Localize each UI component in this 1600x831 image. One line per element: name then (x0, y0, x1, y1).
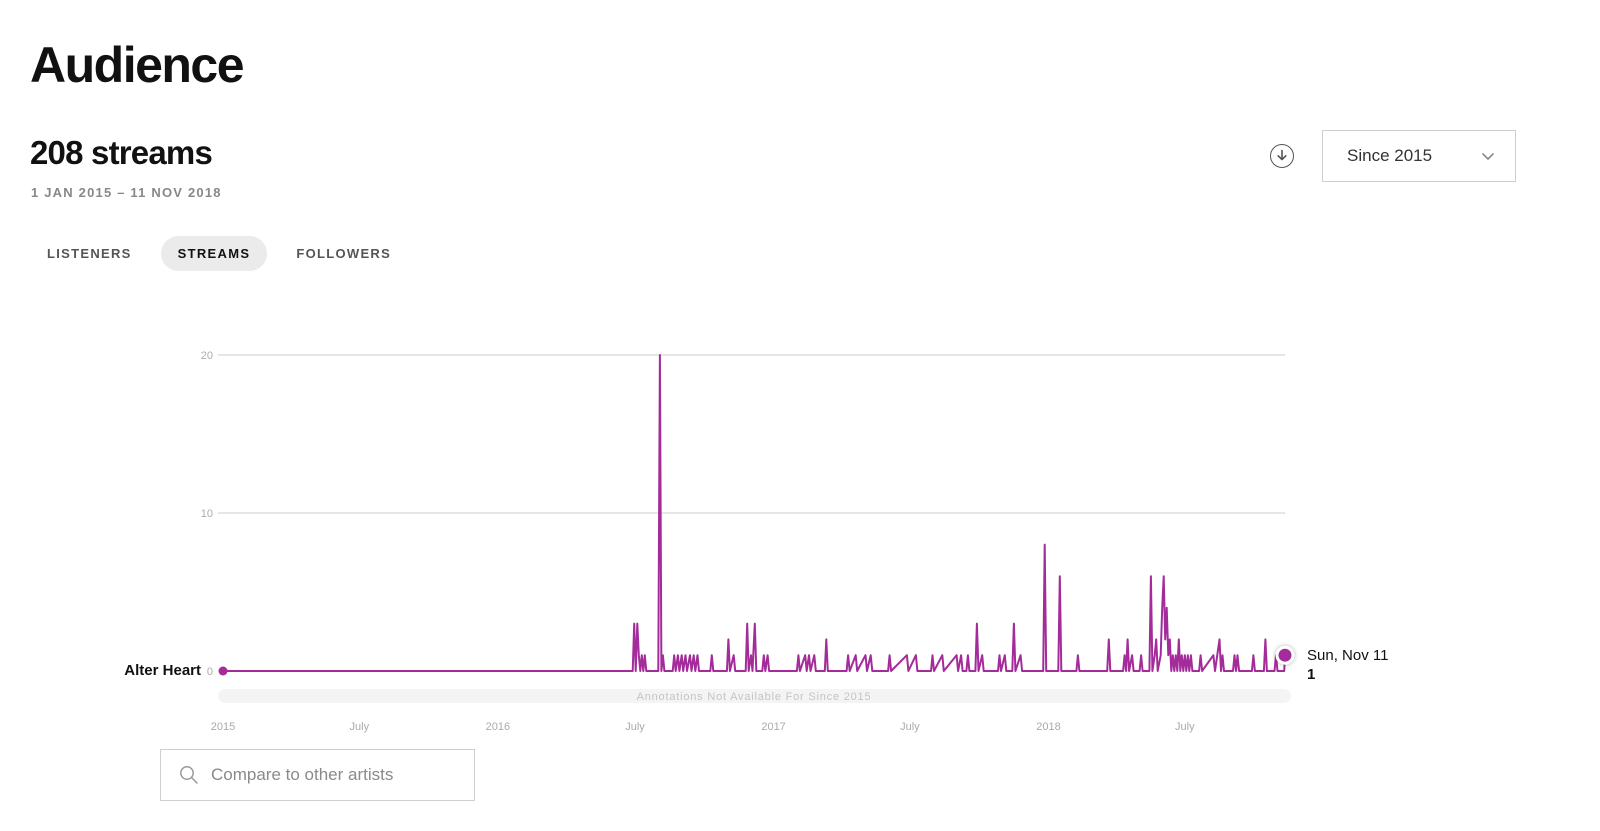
series-start-point (218, 666, 228, 676)
series-label: Alter Heart (124, 662, 201, 679)
time-range-value: Since 2015 (1347, 146, 1433, 165)
series-line-alter-heart (223, 354, 1286, 672)
tab-followers[interactable]: FOLLOWERS (296, 246, 392, 261)
total-streams-heading: 208 streams (30, 134, 213, 171)
x-tick-label: July (350, 721, 370, 733)
tab-listeners[interactable]: LISTENERS (47, 246, 132, 261)
x-tick-label: 2015 (211, 721, 235, 733)
metric-tabs: LISTENERS STREAMS FOLLOWERS (30, 236, 420, 271)
chevron-down-icon (1482, 153, 1494, 160)
annotation-bar (218, 689, 1291, 703)
date-range-label: 1 JAN 2015 – 11 NOV 2018 (31, 185, 222, 200)
annotation-note: Annotations Not Available For Since 2015 (637, 691, 872, 703)
x-tick-label: July (900, 721, 920, 733)
page-title: Audience (30, 37, 245, 93)
x-tick-label: July (625, 721, 645, 733)
tooltip-date: Sun, Nov 11 (1307, 647, 1388, 664)
download-button[interactable] (1270, 144, 1294, 168)
y-tick-label: 10 (201, 508, 213, 520)
x-tick-labels: 2015 July 2016 July 2017 July 2018 July (211, 721, 1195, 733)
hover-point[interactable] (1275, 645, 1295, 665)
grid-layer (218, 354, 1285, 514)
download-circle-icon (1277, 149, 1287, 161)
x-tick-label: 2018 (1036, 721, 1060, 733)
compare-input[interactable] (209, 764, 463, 786)
x-tick-label: 2017 (761, 721, 785, 733)
streams-chart: 0 10 20 Annotations Not Available For Sinc… (124, 350, 1388, 733)
y-tick-label: 0 (207, 666, 213, 678)
compare-search-field[interactable] (160, 749, 475, 801)
tab-streams[interactable]: STREAMS (160, 236, 268, 271)
y-tick-label: 20 (201, 350, 213, 362)
time-range-select[interactable]: Since 2015 (1322, 130, 1516, 182)
tooltip-value: 1 (1307, 666, 1315, 683)
search-icon (180, 766, 198, 784)
y-tick-labels: 0 10 20 (201, 350, 213, 678)
x-tick-label: July (1175, 721, 1195, 733)
x-tick-label: 2016 (486, 721, 510, 733)
